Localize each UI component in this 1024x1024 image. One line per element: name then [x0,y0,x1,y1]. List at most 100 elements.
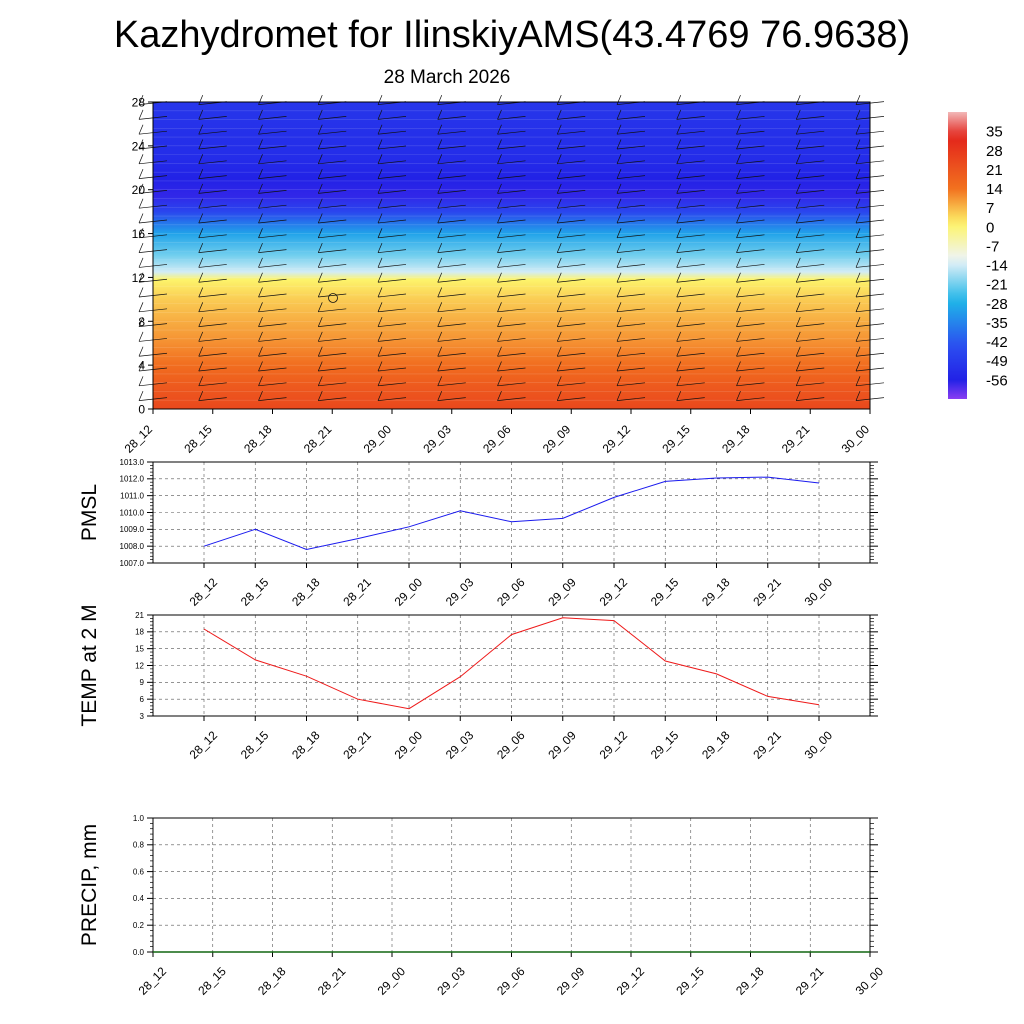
wind-barb [556,183,586,194]
wind-barb-flag [258,124,263,135]
wind-barb-shaft [616,130,646,135]
wind-barb-shaft [557,264,586,268]
wind-barb [258,272,287,283]
wind-barb-shaft [616,278,646,283]
wind-barb-shaft [616,293,646,298]
wind-barb-flag [616,94,622,105]
wind-barb-flag [138,109,144,120]
wind-barb-flag [198,242,204,253]
wind-barb-shaft [676,323,705,327]
wind-barb-shaft [377,293,407,298]
wind-barb-flag [258,390,263,401]
wind-barb [736,302,765,313]
cross-x-tick-label: 28_15 [181,422,215,456]
wind-barb [437,302,466,313]
cross-x-tick-label: 29_12 [600,422,634,456]
wind-barb-flag [198,272,204,283]
wind-barb-flag [736,94,741,105]
wind-barb-shaft [198,204,227,209]
wind-barb-flag [795,331,801,342]
wind-barb-flag [497,109,502,120]
y-tick-label: 0.2 [133,921,145,930]
wind-barb [676,139,705,150]
wind-barb-flag [437,242,443,253]
wind-barb-flag [736,213,741,224]
wind-barb-shaft [796,190,825,194]
y-axis-label: PMSL [78,484,101,541]
wind-barb-shaft [198,338,227,342]
wind-barb [616,168,646,179]
wind-barb-flag [736,242,741,253]
y-tick-label: 12 [135,661,144,670]
wind-barb-shaft [377,130,407,135]
wind-barb-flag [676,346,682,357]
wind-barb-flag [437,287,443,298]
wind-barb-shaft [318,352,347,357]
wind-barb [317,139,347,150]
wind-barb-shaft [318,293,347,298]
wind-barb [795,139,825,150]
y-tick-label: 6 [140,695,145,704]
wind-barb-shaft [676,160,705,165]
wind-barb-flag [616,228,622,238]
wind-barb-shaft [676,367,705,372]
wind-barb [198,198,227,209]
wind-barb-shaft [736,249,765,253]
wind-barb-flag [616,361,622,372]
wind-barb-flag [795,361,801,372]
wind-barb [676,183,705,194]
series-line [203,617,820,710]
wind-barb-shaft [437,130,466,135]
wind-barb-shaft [557,204,586,209]
y-tick-label: 1013.0 [120,458,145,467]
cross-x-tick-label: 29_03 [420,422,454,456]
wind-barb-shaft [377,204,407,209]
wind-barb [556,198,586,209]
wind-barb-flag [855,124,861,135]
wind-barb [736,331,765,342]
x-tick-label: 30_00 [802,575,836,609]
cross-section-panel: 0 4 8 12 16 20 24 28 28_12 28_15 28_18 28_21 29_00 29… [122,94,885,456]
wind-barb-flag [198,124,204,135]
wind-barb-flag [556,124,562,135]
wind-barb [437,346,466,357]
wind-barb-shaft [497,116,526,120]
wind-barb [258,198,287,209]
wind-barb-flag [795,346,801,357]
wind-barb-shaft [258,382,287,387]
y-tick-label: 1008.0 [120,542,145,551]
x-tick-label: 28_12 [187,728,221,762]
wind-barb-flag [377,316,383,327]
wind-barb-shaft [676,145,705,150]
x-tick-label: 29_15 [648,728,682,762]
wind-barb [258,287,287,298]
temp-2m-panel: 3 6 9 12 15 18 21 28_12 28_15 28_18 28_21 29_00 29_0… [78,604,878,762]
wind-barb [676,287,705,298]
wind-barb-flag [198,257,204,268]
wind-barb-shaft [258,308,287,313]
wind-barb-shaft [736,219,765,224]
wind-barb-shaft [198,264,227,268]
wind-barb [198,346,227,357]
y-axis-label: PRECIP, mm [78,824,101,946]
y-tick-label: 1007.0 [120,559,145,568]
wind-barb [497,302,526,313]
wind-barb [258,139,287,150]
wind-barb [556,154,586,165]
wind-barb [676,361,705,372]
wind-barb-shaft [318,130,347,135]
wind-barb [317,183,347,194]
wind-barb-shaft [258,367,287,372]
wind-barb-shaft [198,367,227,372]
wind-barb [198,331,227,342]
wind-barb-flag [138,228,144,238]
wind-barb-flag [855,316,861,327]
wind-barb-flag [437,168,443,179]
wind-barb-flag [198,361,204,372]
wind-barb-shaft [497,145,526,150]
wind-barb [377,376,407,387]
wind-barb [258,213,287,224]
wind-barb-flag [795,139,801,150]
wind-barb-shaft [557,160,586,165]
wind-barb-shaft [318,249,347,253]
